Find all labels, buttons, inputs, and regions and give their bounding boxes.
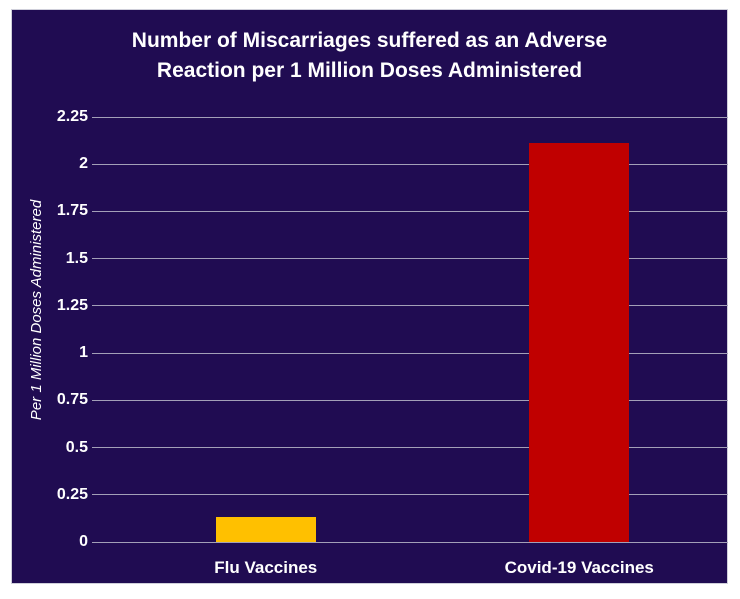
gridline-0 (101, 541, 728, 543)
chart-title-line-1: Number of Miscarriages suffered as an Ad… (131, 29, 608, 52)
chart-area: Number of Miscarriages suffered as an Ad… (11, 9, 728, 584)
gridline-0.25 (101, 494, 728, 496)
chart-title-line-2: Reaction per 1 Million Doses Administere… (156, 59, 583, 82)
bar-flu-vaccines (215, 517, 316, 542)
y-tick-mark (92, 116, 101, 118)
x-label-covid-19-vaccines: Covid-19 Vaccines (504, 558, 654, 577)
gridline-1.5 (101, 258, 728, 260)
y-tick-label-2: 2 (79, 155, 88, 173)
y-tick-mark (92, 210, 101, 212)
y-tick-mark (92, 399, 101, 401)
y-tick-mark (92, 163, 101, 165)
y-tick-label-0: 0 (79, 533, 88, 550)
gridline-2.25 (101, 116, 728, 118)
y-tick-mark (92, 447, 101, 449)
gridline-0.5 (101, 447, 728, 449)
x-label-flu-vaccines: Flu Vaccines (214, 558, 318, 577)
y-tick-label-0.75: 0.75 (56, 391, 88, 409)
y-tick-label-2.25: 2.25 (56, 108, 88, 125)
plot-area (101, 116, 728, 543)
gridline-1.75 (101, 210, 728, 212)
y-tick-label-1.75: 1.75 (56, 202, 88, 220)
y-tick-label-1: 1 (79, 344, 88, 362)
y-tick-mark (92, 352, 101, 354)
gridline-1.25 (101, 305, 728, 307)
y-tick-mark (92, 305, 101, 307)
y-tick-label-0.25: 0.25 (56, 485, 88, 503)
chart-title: Number of Miscarriages suffered as an Ad… (12, 26, 727, 86)
bar-covid-19-vaccines (529, 143, 630, 542)
y-tick-mark (92, 541, 101, 543)
y-tick-mark (92, 258, 101, 260)
y-tick-label-1.5: 1.5 (65, 249, 88, 267)
y-tick-label-0.5: 0.5 (65, 438, 88, 456)
gridline-2 (101, 163, 728, 165)
y-tick-label-1.25: 1.25 (56, 296, 88, 314)
y-tick-mark (92, 494, 101, 496)
gridline-1 (101, 352, 728, 354)
gridline-0.75 (101, 399, 728, 401)
